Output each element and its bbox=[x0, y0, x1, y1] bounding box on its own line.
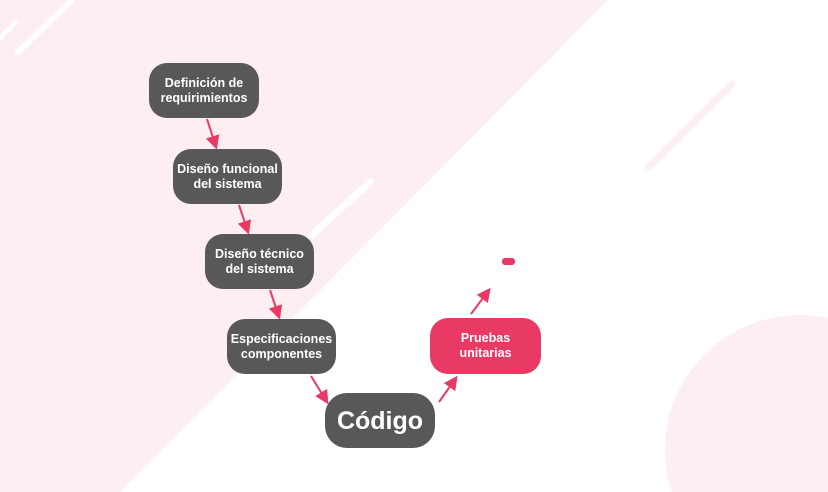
arrow-pru-to-next bbox=[470, 287, 491, 315]
arrow-esp-to-cod bbox=[310, 375, 329, 405]
node-diseno-funcional: Diseño funcional del sistema bbox=[173, 149, 282, 204]
background-stripe bbox=[308, 178, 374, 239]
node-definicion-requirimientos: Definición de requirimientos bbox=[149, 63, 259, 118]
pending-node-placeholder bbox=[502, 258, 515, 265]
background-circle bbox=[665, 315, 828, 492]
background-stripe bbox=[15, 0, 75, 55]
node-especificaciones-componentes: Especificaciones componentes bbox=[227, 319, 336, 374]
arrow-func-to-tec bbox=[237, 204, 252, 235]
background-stripe bbox=[0, 19, 19, 41]
node-codigo: Código bbox=[325, 393, 435, 448]
arrow-tec-to-esp bbox=[268, 289, 283, 320]
arrow-cod-to-pru bbox=[438, 375, 458, 403]
background-stripe bbox=[644, 80, 736, 172]
node-pruebas-unitarias: Pruebas unitarias bbox=[430, 318, 541, 374]
node-diseno-tecnico: Diseño técnico del sistema bbox=[205, 234, 314, 289]
arrow-req-to-func bbox=[205, 118, 220, 150]
